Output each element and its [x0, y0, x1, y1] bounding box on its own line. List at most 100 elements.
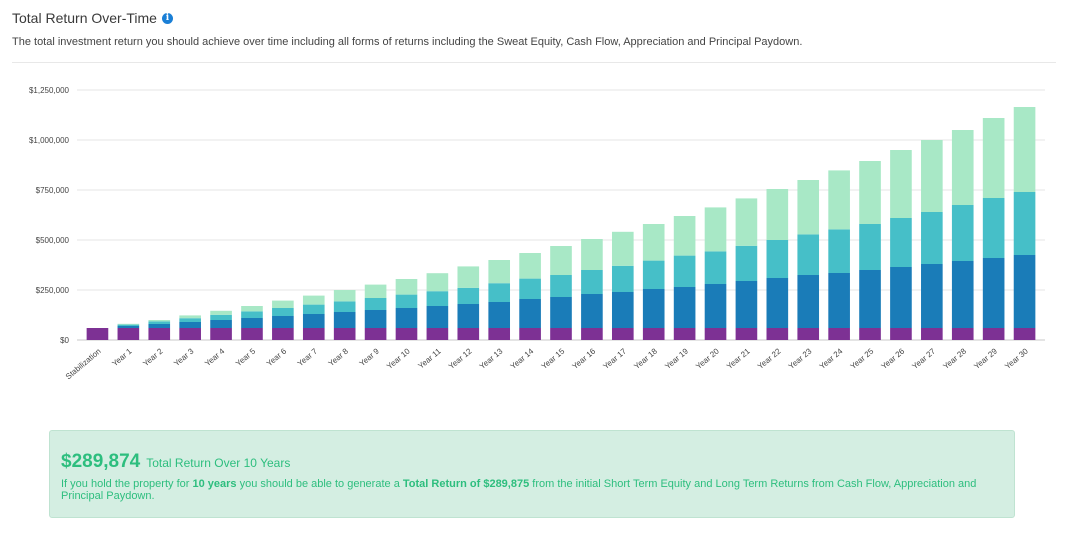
bar-segment	[550, 297, 572, 328]
bar-segment	[735, 198, 758, 246]
x-tick-label: Year 20	[694, 346, 721, 371]
y-tick-label: $1,250,000	[29, 86, 70, 95]
x-tick-label: Year 16	[570, 346, 597, 371]
bar-segment	[766, 278, 789, 328]
bar-segment	[210, 328, 232, 340]
x-tick-label: Year 19	[663, 346, 690, 371]
bar-segment	[1013, 192, 1036, 255]
bar-segment	[704, 284, 727, 328]
bar-segment	[426, 273, 449, 292]
bar-segment	[519, 253, 541, 279]
bar-segment	[148, 320, 171, 322]
bar-segment	[1013, 328, 1036, 340]
x-tick-label: Year 27	[910, 346, 937, 371]
bar-segment	[395, 328, 418, 340]
bar-segment	[797, 234, 820, 275]
x-tick-label: Year 1	[110, 346, 134, 368]
bar-segment	[364, 284, 387, 298]
bar-segment	[890, 267, 912, 328]
bar-segment	[395, 294, 418, 308]
bar-segment	[890, 328, 912, 340]
bar-segment	[982, 198, 1005, 258]
bar-segment	[859, 224, 881, 270]
summary-text-part: from the initial Short Term Equity and L…	[61, 478, 977, 502]
bar-segment	[828, 229, 850, 273]
x-tick-label: Year 29	[972, 346, 999, 371]
bar-segment	[581, 328, 603, 340]
bar-segment	[302, 314, 325, 328]
x-tick-label: Year 9	[358, 346, 382, 368]
x-tick-label: Year 10	[385, 346, 412, 371]
x-tick-label: Year 30	[1003, 346, 1030, 371]
bar-segment	[550, 275, 572, 297]
x-tick-label: Year 4	[203, 346, 227, 368]
x-tick-label: Year 25	[849, 346, 876, 371]
bar-segment	[210, 310, 232, 315]
bar-segment	[735, 281, 758, 328]
bar-segment	[488, 283, 511, 302]
bar-segment	[241, 328, 263, 340]
bar-segment	[210, 320, 232, 328]
x-tick-label: Year 23	[787, 346, 814, 371]
bar-segment	[766, 328, 789, 340]
bar-segment	[951, 328, 974, 340]
bar-segment	[735, 245, 758, 281]
x-tick-label: Year 2	[141, 346, 165, 368]
bar-segment	[179, 315, 201, 319]
chart-subtitle: The total investment return you should a…	[12, 36, 803, 48]
bar-segment	[766, 189, 789, 240]
y-tick-label: $500,000	[36, 236, 70, 245]
bar-segment	[457, 287, 480, 304]
bar-segment	[179, 322, 201, 328]
bar-segment	[859, 161, 881, 224]
bar-segment	[982, 118, 1005, 198]
x-tick-label: Year 7	[296, 346, 320, 368]
bar-segment	[333, 290, 356, 302]
x-tick-label: Year 26	[880, 346, 907, 371]
x-tick-label: Year 22	[756, 346, 783, 371]
bar-segment	[921, 140, 943, 212]
bar-segment	[148, 321, 171, 324]
bar-segment	[519, 328, 541, 340]
x-tick-label: Year 21	[725, 346, 752, 371]
y-tick-label: $1,000,000	[29, 136, 70, 145]
bar-segment	[210, 314, 232, 320]
bar-segment	[457, 266, 480, 288]
x-tick-label: Year 11	[416, 346, 443, 370]
bar-segment	[395, 279, 418, 295]
bar-segment	[272, 328, 294, 340]
bar-segment	[704, 207, 727, 252]
bar-segment	[828, 328, 850, 340]
bar-segment	[364, 328, 387, 340]
bar-segment	[302, 304, 325, 314]
bar-segment	[921, 264, 943, 328]
x-tick-label: Year 15	[540, 346, 567, 371]
bar-segment	[1013, 255, 1036, 328]
bar-segment	[272, 300, 294, 308]
bar-segment	[611, 265, 634, 292]
bar-segment	[581, 294, 603, 328]
x-tick-label: Year 28	[941, 346, 968, 371]
bar-segment	[642, 260, 665, 289]
total-return-amount: $289,874	[61, 451, 141, 472]
bar-segment	[611, 292, 634, 328]
x-tick-label: Year 24	[818, 346, 845, 371]
bar-segment	[488, 302, 511, 328]
bar-segment	[642, 289, 665, 328]
bar-segment	[581, 239, 603, 270]
bar-segment	[673, 328, 696, 340]
bar-segment	[519, 299, 541, 328]
bar-segment	[148, 324, 171, 328]
y-tick-label: $750,000	[36, 186, 70, 195]
x-tick-label: Year 18	[632, 346, 659, 371]
x-tick-label: Year 12	[447, 346, 474, 371]
info-icon[interactable]: i	[161, 12, 173, 24]
bar-segment	[673, 287, 696, 328]
x-tick-label: Year 6	[265, 346, 289, 368]
bar-segment	[611, 328, 634, 340]
bar-segment	[241, 311, 263, 318]
bar-segment	[642, 224, 665, 261]
bar-segment	[581, 270, 603, 294]
bar-segment	[550, 246, 572, 275]
bar-segment	[364, 310, 387, 328]
